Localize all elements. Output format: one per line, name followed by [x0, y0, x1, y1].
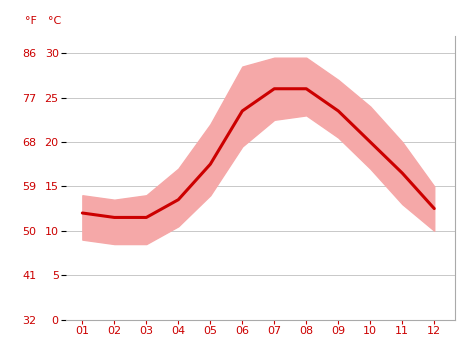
Text: °C: °C: [48, 16, 61, 26]
Text: °F: °F: [25, 16, 37, 26]
